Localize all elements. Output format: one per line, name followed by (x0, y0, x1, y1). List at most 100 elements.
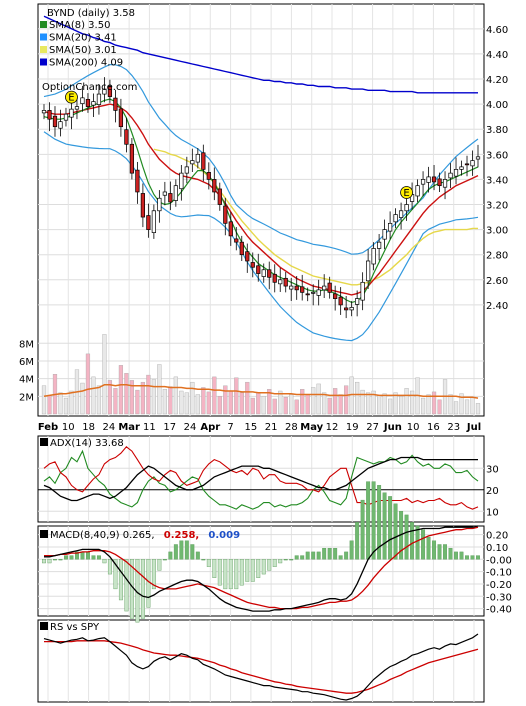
macd-tick-label: -0.40 (486, 605, 512, 616)
adx-label: ADX(14) 33.68 (50, 438, 124, 449)
macd-legend-swatch (40, 530, 48, 538)
legend-entry: SMA(50) 3.01 (49, 45, 117, 56)
macd-histogram-bar (151, 559, 156, 590)
x-tick-label: 16 (427, 422, 440, 433)
candle-body (162, 191, 167, 196)
volume-bar (96, 385, 102, 415)
candle-body (96, 93, 102, 105)
candle-body (85, 98, 91, 107)
volume-bar (294, 399, 299, 415)
volume-bar (475, 403, 481, 415)
macd-histogram-bar (371, 481, 376, 560)
macd-histogram-bar (47, 559, 52, 564)
candle-body (129, 143, 135, 174)
macd-tick-label: -0.00 (486, 555, 512, 566)
macd-label: MACD(8,40,9) 0.265, 0.258, 0.009 (50, 530, 240, 541)
volume-bar (228, 390, 233, 415)
x-tick-label: Jun (383, 422, 402, 433)
candle-body (278, 279, 283, 285)
macd-histogram-bar (53, 559, 57, 561)
adx-tick-label: 30 (486, 464, 499, 475)
candle-body (283, 277, 288, 287)
macd-histogram-bar (162, 559, 167, 561)
macd-histogram-bar (366, 481, 371, 560)
volume-bar (212, 376, 217, 415)
x-tick-label: 10 (62, 422, 75, 433)
volume-bar (377, 395, 382, 415)
macd-histogram-bar (91, 555, 96, 560)
macd-histogram-bar (217, 559, 222, 586)
volume-bar (327, 397, 332, 415)
candle-body (420, 179, 426, 185)
sma200-line (43, 15, 478, 94)
volume-bar (140, 381, 145, 415)
volume-tick-label: 8M (19, 339, 34, 350)
volume-bar (157, 364, 162, 415)
volume-bar (355, 381, 360, 415)
x-tick-label: Feb (38, 422, 58, 433)
price-tick-label: 3.60 (486, 150, 508, 161)
price-tick-label: 4.40 (486, 50, 508, 61)
candle-body (344, 307, 349, 311)
candle-body (206, 172, 211, 180)
di-minus-line (43, 446, 479, 510)
candle-body (140, 193, 145, 218)
volume-tick-label: 6M (19, 357, 34, 368)
x-tick-label: 19 (346, 422, 359, 433)
candle-body (113, 97, 118, 111)
candle-body (393, 214, 398, 223)
candle-body (228, 221, 233, 237)
macd-histogram-bar (393, 503, 398, 560)
candle-body (168, 193, 173, 203)
volume-bar (344, 385, 349, 415)
macd-histogram-bar (454, 551, 458, 560)
volume-bar (129, 380, 134, 415)
macd-histogram-bar (294, 555, 299, 560)
adx-panel (37, 435, 485, 523)
x-tick-label: May (300, 422, 323, 433)
volume-bar (382, 393, 387, 415)
macd-histogram-bar (74, 551, 79, 560)
price-tick-label: 4.00 (486, 100, 508, 111)
candle-body (426, 176, 431, 183)
candle-body (415, 185, 420, 197)
volume-bar (91, 376, 96, 415)
volume-bar (151, 379, 156, 415)
candle-body (349, 307, 354, 311)
macd-histogram-bar (410, 522, 415, 560)
x-tick-label: 23 (447, 422, 460, 433)
candle-body (355, 298, 360, 305)
candle-body (217, 188, 222, 205)
macd-histogram-bar (465, 555, 469, 560)
macd-signal-line (44, 526, 479, 610)
macd-histogram-bar (146, 559, 151, 608)
macd-tick-label: -0.30 (486, 592, 512, 603)
rs-legend-swatch (40, 622, 48, 630)
candle-body (135, 169, 140, 193)
macd-histogram-bar (344, 551, 349, 560)
macd-histogram-bar (96, 555, 101, 560)
macd-histogram-bar (118, 559, 123, 601)
macd-histogram-bar (360, 499, 365, 560)
macd-histogram-bar (289, 559, 294, 561)
macd-histogram-bar (250, 559, 255, 582)
macd-histogram-bar (206, 559, 211, 567)
candle-body (448, 172, 453, 179)
x-tick-label: 21 (265, 422, 278, 433)
macd-histogram-bar (355, 522, 360, 560)
volume-bar (80, 382, 85, 415)
volume-bar (272, 398, 277, 415)
volume-bar (437, 399, 442, 415)
macd-histogram-bar (58, 559, 63, 561)
macd-tick-label: 0.10 (486, 543, 508, 554)
candle-body (239, 241, 244, 256)
price-tick-label: 2.60 (486, 276, 508, 287)
candle-body (261, 269, 266, 277)
macd-histogram-bar (305, 551, 310, 560)
candles: EE (41, 77, 481, 319)
macd-histogram-bar (223, 559, 228, 590)
candle-body (157, 197, 162, 212)
candle-body (442, 179, 448, 188)
volume-bar (47, 395, 52, 415)
candle-body (223, 205, 228, 224)
